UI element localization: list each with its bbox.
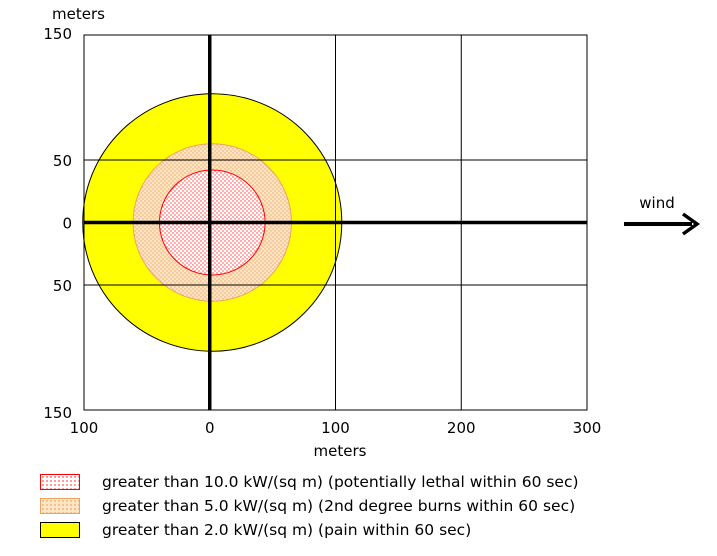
legend-label-pain: greater than 2.0 kW/(sq m) (pain within … [102, 521, 472, 539]
y-tick-label: 150 [43, 25, 72, 43]
legend-item-burns: greater than 5.0 kW/(sq m) (2nd degree b… [40, 494, 579, 518]
y-tick-label: 0 [62, 215, 72, 233]
y-tick-label: 50 [53, 277, 72, 295]
wind-arrow-icon [624, 212, 701, 236]
y-axis-label: meters [52, 5, 105, 23]
legend: greater than 10.0 kW/(sq m) (potentially… [40, 470, 579, 542]
legend-item-lethal: greater than 10.0 kW/(sq m) (potentially… [40, 470, 579, 494]
x-tick-label: 100 [70, 419, 99, 437]
axes-layer [84, 35, 587, 410]
wind-label: wind [639, 194, 674, 212]
x-tick-label: 0 [205, 419, 215, 437]
legend-label-lethal: greater than 10.0 kW/(sq m) (potentially… [102, 473, 579, 491]
legend-item-pain: greater than 2.0 kW/(sq m) (pain within … [40, 518, 579, 542]
legend-swatch-lethal [40, 474, 80, 490]
ticks-layer: 100 0 100 200 300 150 50 0 50 150 [43, 25, 601, 437]
x-axis-label: meters [314, 442, 367, 460]
legend-swatch-burns [40, 498, 80, 514]
y-tick-label: 150 [43, 404, 72, 422]
threat-zone-chart: 100 0 100 200 300 150 50 0 50 150 meters meters w… [43, 5, 701, 460]
legend-swatch-pain [40, 522, 80, 538]
y-tick-label: 50 [53, 152, 72, 170]
x-tick-label: 200 [447, 419, 476, 437]
x-tick-label: 100 [321, 419, 350, 437]
x-tick-label: 300 [573, 419, 602, 437]
legend-label-burns: greater than 5.0 kW/(sq m) (2nd degree b… [102, 497, 576, 515]
